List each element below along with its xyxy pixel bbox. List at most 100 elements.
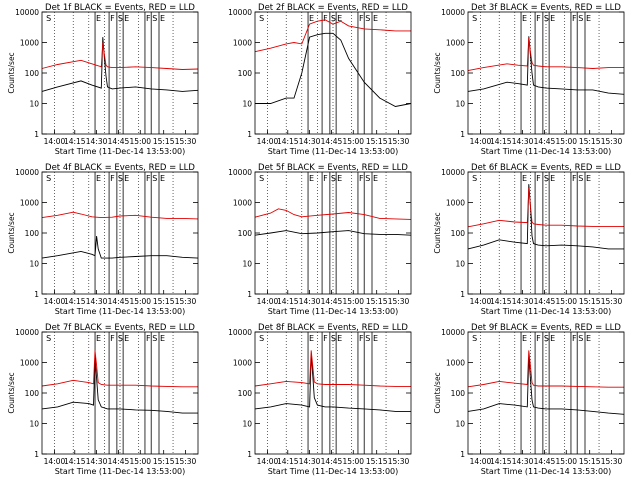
y-tick-label: 100: [25, 229, 40, 238]
events-series-line: [467, 36, 625, 95]
x-tick-label: 15:30: [388, 297, 410, 306]
y-tick-label: 10000: [228, 328, 252, 337]
x-tick-label: 14:00: [257, 457, 279, 466]
lld-series-line: [254, 350, 411, 387]
interval-marker-label: S: [472, 14, 477, 23]
x-tick-label: 14:00: [470, 137, 492, 146]
y-tick-label: 10000: [441, 328, 465, 337]
chart-title: Det 1f BLACK = Events, RED = LLD: [45, 3, 195, 13]
interval-marker-label: S: [259, 334, 264, 343]
interval-marker-label: E: [550, 14, 555, 23]
y-tick-label: 1: [460, 290, 465, 299]
x-tick-label: 14:15: [277, 297, 299, 306]
interval-marker-label: S: [118, 174, 123, 183]
interval-marker-label: S: [259, 14, 264, 23]
interval-marker-label: F: [323, 14, 328, 23]
interval-marker-label: F: [536, 14, 541, 23]
interval-marker-label: S: [578, 14, 583, 23]
x-tick-label: 15:30: [601, 297, 623, 306]
y-tick-label: 10: [242, 100, 252, 109]
x-tick-label: 14:15: [64, 457, 86, 466]
x-tick-label: 14:30: [86, 457, 108, 466]
y-tick-label: 1: [34, 130, 39, 139]
interval-marker-label: E: [373, 174, 378, 183]
y-tick-label: 10000: [15, 328, 39, 337]
interval-marker-label: S: [331, 14, 336, 23]
interval-marker-label: S: [365, 334, 370, 343]
interval-marker-label: S: [365, 14, 370, 23]
x-tick-label: 14:45: [534, 457, 556, 466]
x-axis-label: Start Time (11-Dec-14 13:53:00): [268, 147, 399, 156]
interval-marker-label: S: [472, 174, 477, 183]
y-tick-label: 10: [242, 260, 252, 269]
x-axis-label: Start Time (11-Dec-14 13:53:00): [55, 147, 186, 156]
x-tick-label: 14:45: [321, 137, 343, 146]
interval-marker-label: E: [522, 334, 527, 343]
y-tick-label: 1: [247, 290, 252, 299]
y-tick-label: 1: [34, 290, 39, 299]
x-tick-label: 15:00: [555, 297, 577, 306]
interval-marker-label: F: [110, 14, 115, 23]
y-tick-label: 10: [29, 420, 39, 429]
interval-marker-label: E: [522, 14, 527, 23]
x-tick-label: 15:00: [342, 137, 364, 146]
interval-marker-label: E: [586, 14, 591, 23]
events-series-line: [254, 230, 412, 236]
x-tick-label: 14:15: [64, 137, 86, 146]
interval-marker-label: E: [522, 174, 527, 183]
x-tick-label: 15:00: [555, 457, 577, 466]
x-tick-label: 14:30: [299, 297, 321, 306]
interval-marker-label: E: [337, 14, 342, 23]
x-tick-label: 14:45: [108, 137, 130, 146]
y-axis-label: Counts/sec: [433, 212, 442, 253]
y-tick-label: 10000: [15, 8, 39, 17]
y-tick-label: 1000: [20, 359, 39, 368]
interval-marker-label: F: [146, 174, 151, 183]
y-axis-label: Counts/sec: [433, 52, 442, 93]
interval-marker-label: S: [544, 334, 549, 343]
x-tick-label: 15:15: [153, 457, 175, 466]
x-tick-label: 14:30: [512, 457, 534, 466]
y-tick-label: 10000: [228, 8, 252, 17]
x-tick-label: 14:15: [490, 297, 512, 306]
x-tick-label: 15:30: [601, 137, 623, 146]
y-tick-label: 100: [451, 389, 466, 398]
x-tick-label: 14:45: [108, 297, 130, 306]
interval-marker-label: E: [586, 334, 591, 343]
x-axis-label: Start Time (11-Dec-14 13:53:00): [55, 307, 186, 316]
y-tick-label: 100: [451, 229, 466, 238]
interval-marker-label: S: [365, 174, 370, 183]
x-tick-label: 15:15: [366, 297, 388, 306]
interval-marker-label: S: [46, 334, 51, 343]
events-series-line: [467, 357, 625, 415]
interval-marker-label: E: [309, 14, 314, 23]
y-tick-label: 1: [247, 450, 252, 459]
interval-marker-label: S: [544, 174, 549, 183]
y-tick-label: 1000: [233, 39, 252, 48]
interval-marker-label: E: [337, 334, 342, 343]
events-series-line: [41, 235, 199, 259]
x-tick-label: 14:00: [470, 297, 492, 306]
y-tick-label: 10: [242, 420, 252, 429]
events-series-line: [41, 37, 199, 92]
interval-marker-label: E: [124, 174, 129, 183]
x-tick-label: 14:15: [64, 297, 86, 306]
interval-marker-label: S: [46, 14, 51, 23]
interval-marker-label: S: [152, 174, 157, 183]
y-tick-label: 10: [29, 260, 39, 269]
lld-series-line: [467, 187, 624, 228]
interval-marker-label: F: [572, 14, 577, 23]
y-axis-label: Counts/sec: [7, 52, 16, 93]
x-axis-label: Start Time (11-Dec-14 13:53:00): [268, 467, 399, 476]
interval-marker-label: E: [373, 334, 378, 343]
x-tick-label: 15:30: [175, 457, 197, 466]
x-tick-label: 15:15: [579, 137, 601, 146]
y-tick-label: 10: [455, 420, 465, 429]
interval-marker-label: F: [572, 334, 577, 343]
interval-marker-label: E: [550, 174, 555, 183]
interval-marker-label: S: [331, 334, 336, 343]
x-tick-label: 14:30: [299, 137, 321, 146]
y-tick-label: 10: [29, 100, 39, 109]
